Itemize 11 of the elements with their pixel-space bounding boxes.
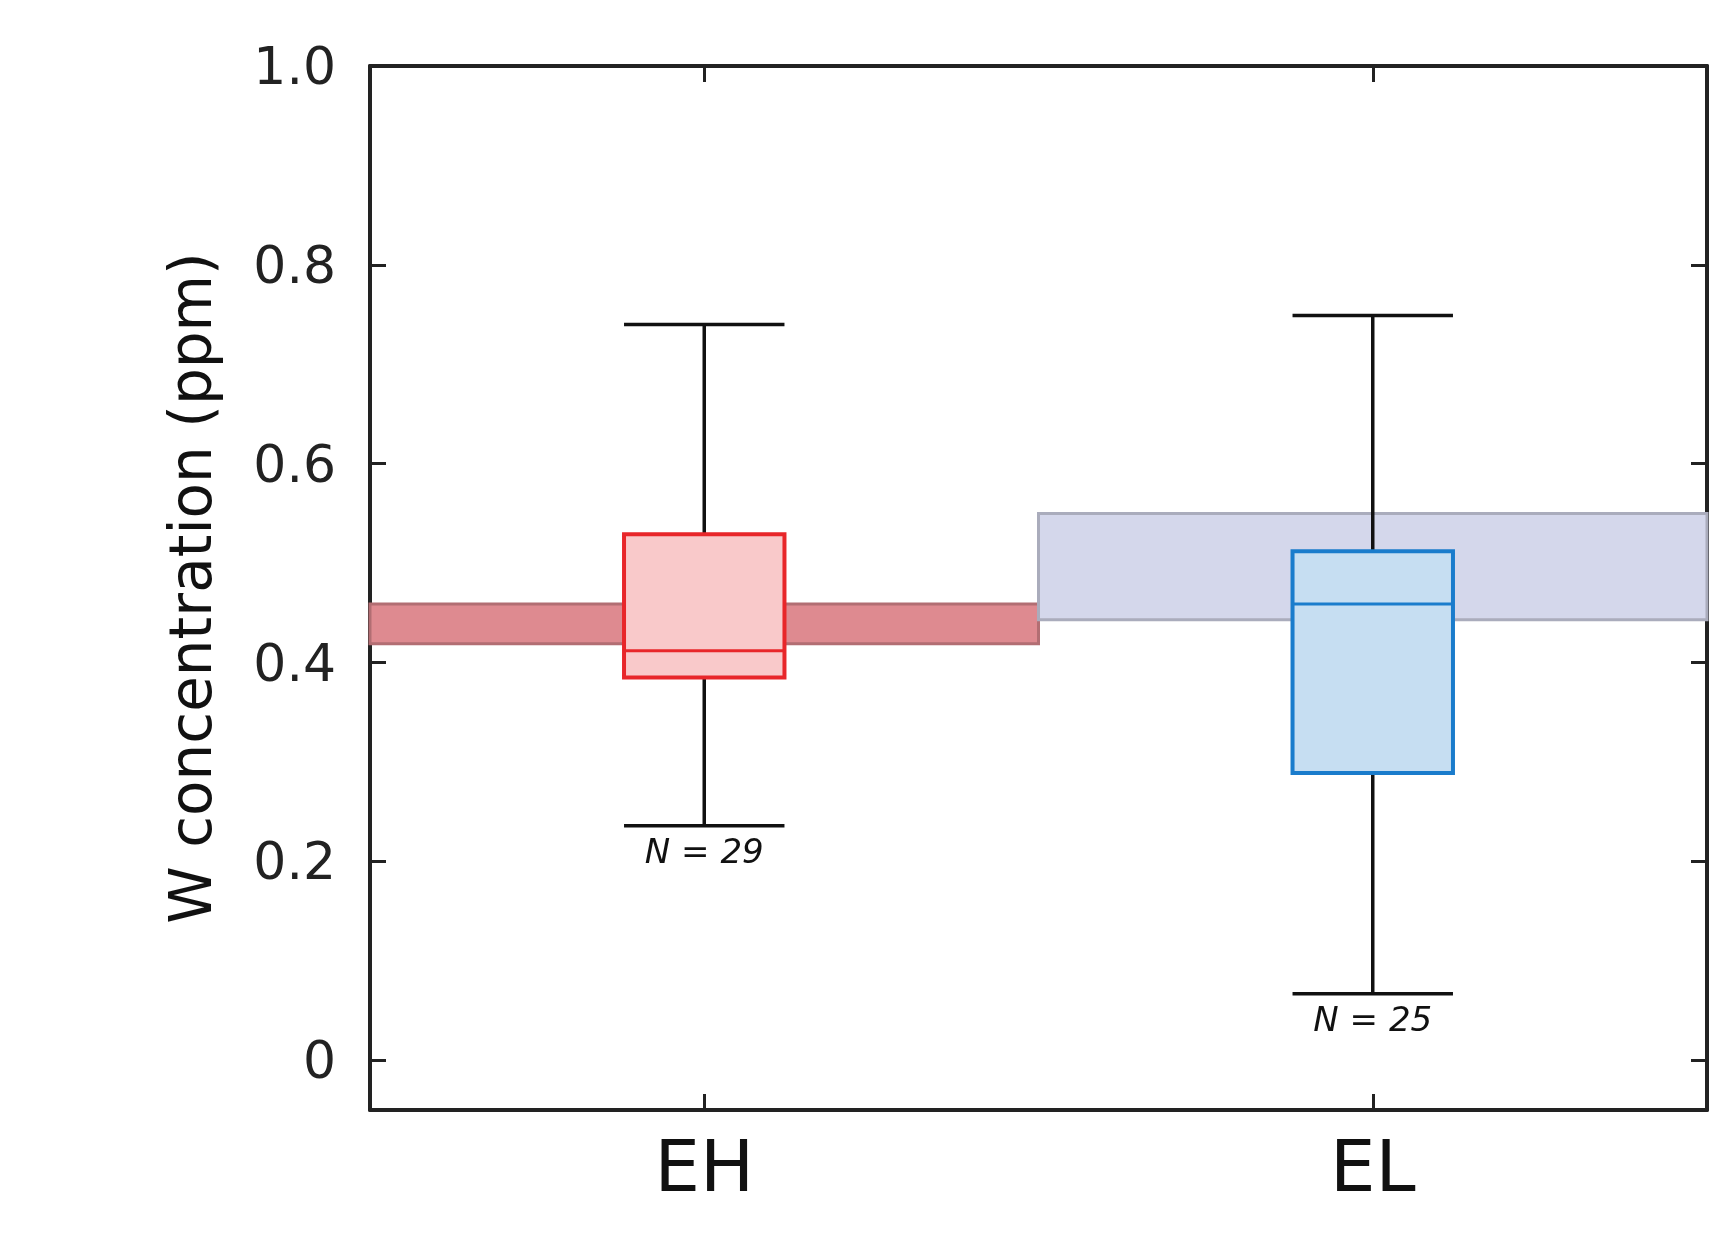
y-tick-label: 0.6: [253, 433, 336, 494]
x-tick-label: EH: [654, 1124, 755, 1208]
y-tick-label: 0.4: [253, 632, 336, 693]
x-tick-label: EL: [1329, 1124, 1416, 1208]
annotation: N = 25: [1313, 998, 1433, 1039]
annotation: N = 29: [644, 830, 764, 871]
y-axis-title: W concentration (ppm): [157, 252, 225, 924]
y-tick-label: 0.8: [253, 234, 336, 295]
y-tick-label: 1.0: [253, 36, 336, 96]
y-tick-label: 0: [302, 1030, 336, 1091]
y-tick-label: 0.2: [253, 831, 336, 892]
